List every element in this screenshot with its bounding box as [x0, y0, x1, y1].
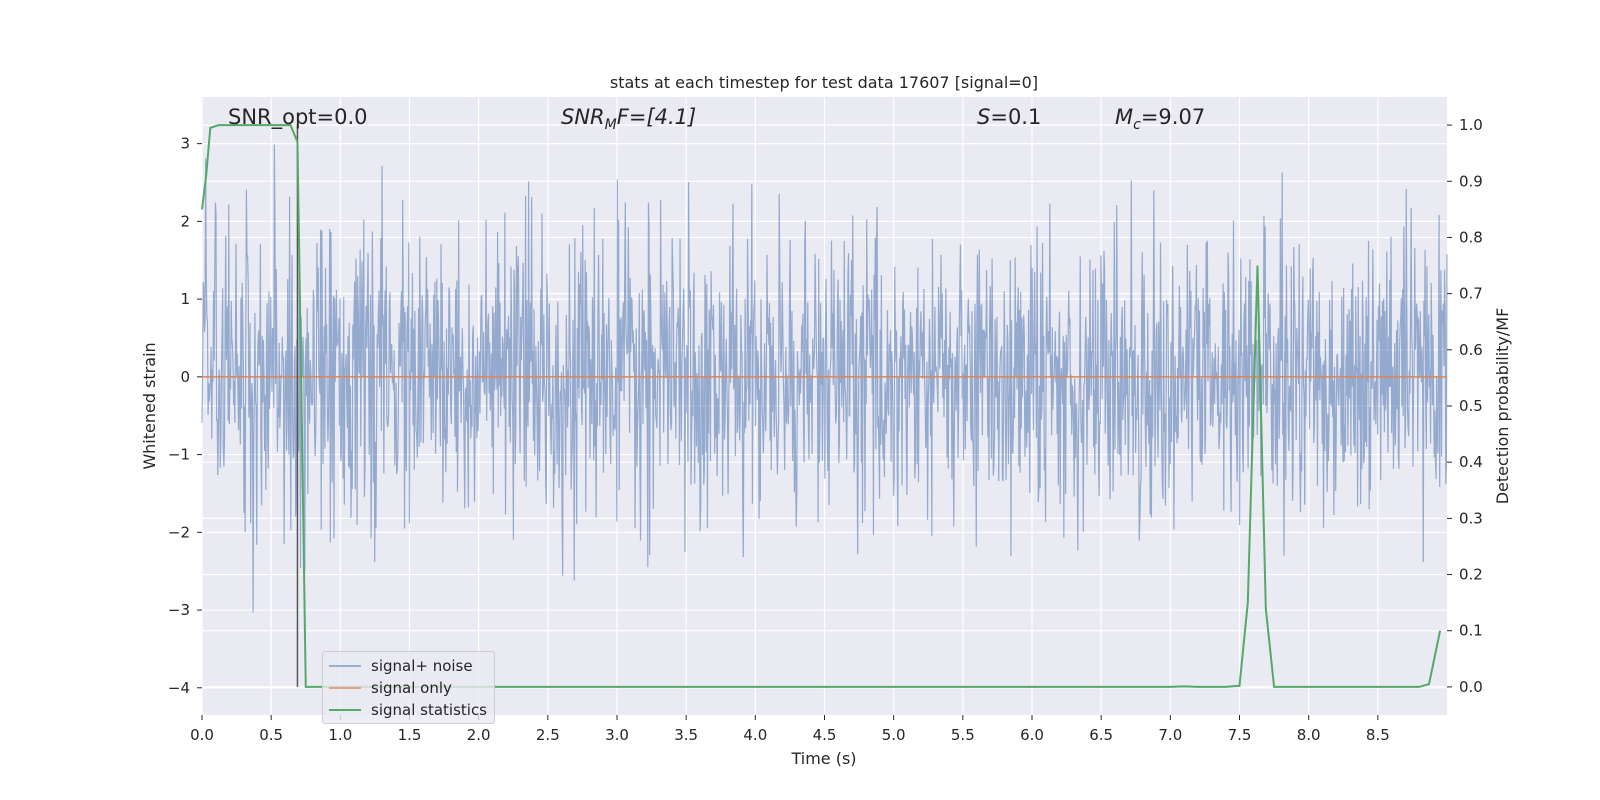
- x-tick-label: 6.5: [1089, 726, 1113, 744]
- y-right-tick-label: 0.8: [1459, 228, 1483, 246]
- annotation-mc: Mc=9.07: [1115, 105, 1205, 133]
- y-left-tick-label: 1: [180, 290, 190, 308]
- y-right-tick-label: 0.3: [1459, 509, 1483, 527]
- x-tick-label: 1.0: [328, 726, 352, 744]
- x-tick-label: 3.5: [674, 726, 698, 744]
- y-left-tick-label: 2: [180, 212, 190, 230]
- y-right-tick-label: 0.9: [1459, 172, 1483, 190]
- annotation-mc-sub: c: [1133, 117, 1141, 133]
- x-axis-label: Time (s): [790, 749, 856, 768]
- y-right-tick-label: 0.0: [1459, 678, 1483, 696]
- x-tick-label: 1.5: [398, 726, 422, 744]
- series-signal-statistics: [201, 124, 1442, 688]
- series-signal-noise: [201, 144, 1448, 613]
- legend-swatch-signal-statistics: [329, 709, 361, 711]
- x-tick-label: 2.5: [536, 726, 560, 744]
- legend-item-signal-noise: signal+ noise: [329, 655, 473, 677]
- y-right-tick-label: 0.2: [1459, 566, 1483, 584]
- annotation-snr-mf: SNRMF=[4.1]: [561, 105, 696, 133]
- y-left-tick-label: −3: [168, 601, 190, 619]
- x-tick-label: 3.0: [605, 726, 629, 744]
- x-tick-label: 0.0: [190, 726, 214, 744]
- legend-swatch-signal-only: [329, 687, 361, 689]
- annotation-snr-opt: SNR_opt=0.0: [228, 105, 368, 130]
- y-right-tick-label: 0.6: [1459, 341, 1483, 359]
- x-tick-label: 7.0: [1158, 726, 1182, 744]
- y-right-tick-label: 0.5: [1459, 397, 1483, 415]
- chart-title: stats at each timestep for test data 176…: [610, 73, 1038, 92]
- annotation-mc-rest: =9.07: [1141, 105, 1205, 129]
- y-right-tick-label: 0.4: [1459, 453, 1483, 471]
- legend-item-signal-only: signal only: [329, 677, 452, 699]
- y-left-tick-label: 0: [180, 368, 190, 386]
- legend-item-signal-statistics: signal statistics: [329, 699, 487, 721]
- y-left-tick-label: −1: [168, 446, 190, 464]
- x-tick-label: 5.0: [882, 726, 906, 744]
- legend-swatch-signal-noise: [329, 665, 361, 667]
- y-left-tick-label: 3: [180, 135, 190, 153]
- x-tick-label: 0.5: [259, 726, 283, 744]
- legend-label-signal-only: signal only: [371, 679, 452, 697]
- annotation-s-main: S: [977, 105, 990, 129]
- legend: signal+ noise signal only signal statist…: [322, 651, 495, 724]
- annotation-mc-main: M: [1115, 105, 1133, 129]
- y-right-tick-label: 1.0: [1459, 116, 1483, 134]
- annotation-snr-mf-sub: M: [605, 117, 617, 133]
- x-tick-label: 8.0: [1297, 726, 1321, 744]
- y-left-tick-label: −2: [168, 523, 190, 541]
- x-tick-label: 4.5: [813, 726, 837, 744]
- y-axis-left-ticks: 3 2 1 0 −1 −2 −3 −4: [168, 135, 202, 697]
- annotation-s: S=0.1: [977, 105, 1041, 129]
- annotation-snr-mf-rest: F=[4.1]: [617, 105, 696, 129]
- x-tick-label: 7.5: [1228, 726, 1252, 744]
- annotation-s-rest: =0.1: [990, 105, 1041, 129]
- x-tick-label: 8.5: [1366, 726, 1390, 744]
- y-axis-left-label: Whitened strain: [140, 342, 159, 469]
- y-axis-right-ticks: 1.0 0.9 0.8 0.7 0.6 0.5 0.4 0.3 0.2 0.1 0.0: [1447, 116, 1483, 696]
- x-tick-label: 5.5: [951, 726, 975, 744]
- y-right-tick-label: 0.1: [1459, 622, 1483, 640]
- x-tick-label: 6.0: [1020, 726, 1044, 744]
- legend-label-signal-statistics: signal statistics: [371, 701, 488, 719]
- x-axis-ticks: 0.0 0.5 1.0 1.5 2.0 2.5 3.0 3.5 4.0 4.5 5.0 5.5 6.0 6…: [190, 715, 1390, 744]
- x-tick-label: 4.0: [743, 726, 767, 744]
- x-tick-label: 2.0: [467, 726, 491, 744]
- y-left-tick-label: −4: [168, 679, 190, 697]
- line-signal-noise: [201, 144, 1448, 613]
- line-signal-statistics: [201, 124, 1442, 688]
- y-axis-right-label: Detection probability/MF: [1493, 308, 1512, 505]
- y-right-tick-label: 0.7: [1459, 285, 1483, 303]
- annotation-snr-mf-main: SNR: [561, 105, 605, 129]
- legend-label-signal-noise: signal+ noise: [371, 657, 473, 675]
